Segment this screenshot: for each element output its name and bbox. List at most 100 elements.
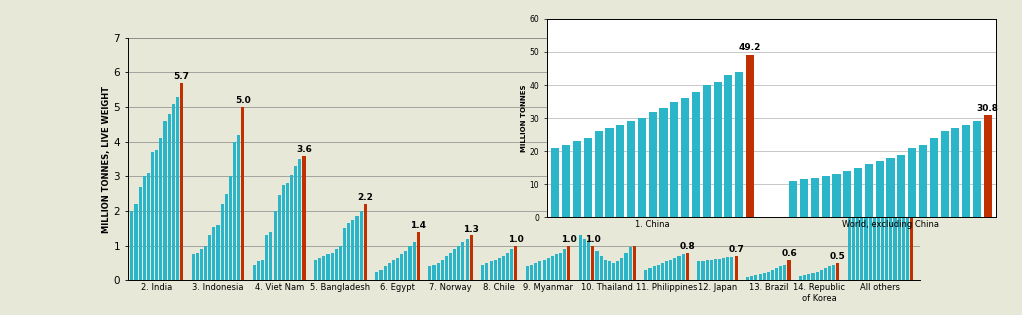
Bar: [286, 183, 289, 280]
Bar: [510, 249, 513, 280]
Bar: [135, 204, 138, 280]
Bar: [877, 0, 880, 280]
Bar: [303, 156, 306, 280]
Bar: [648, 268, 652, 280]
Bar: [665, 261, 668, 280]
Bar: [539, 261, 542, 280]
Bar: [413, 242, 416, 280]
Bar: [799, 276, 802, 280]
Bar: [596, 251, 599, 280]
Bar: [686, 253, 689, 280]
Bar: [807, 274, 810, 280]
Bar: [155, 151, 158, 280]
Bar: [886, 158, 894, 217]
Bar: [314, 260, 317, 280]
Bar: [470, 235, 473, 280]
Text: 0.8: 0.8: [680, 242, 695, 251]
Bar: [705, 260, 708, 280]
Bar: [669, 260, 672, 280]
Bar: [789, 181, 797, 217]
Bar: [746, 54, 754, 217]
Bar: [620, 258, 623, 280]
Text: 5.7: 5.7: [174, 72, 189, 81]
Bar: [600, 256, 603, 280]
Text: 1.3: 1.3: [463, 225, 479, 234]
Bar: [200, 249, 203, 280]
Text: 49.2: 49.2: [739, 43, 761, 52]
Bar: [578, 235, 582, 280]
Text: 1.4: 1.4: [410, 221, 426, 230]
Bar: [278, 195, 281, 280]
Bar: [584, 239, 587, 280]
Bar: [360, 211, 363, 280]
Bar: [881, 0, 884, 280]
Bar: [612, 263, 615, 280]
Bar: [832, 175, 840, 217]
Bar: [266, 235, 269, 280]
Bar: [775, 268, 778, 280]
Bar: [164, 121, 167, 280]
Bar: [530, 265, 533, 280]
Bar: [649, 112, 657, 217]
Bar: [535, 263, 538, 280]
Text: 0.5: 0.5: [830, 252, 846, 261]
Bar: [461, 242, 464, 280]
Bar: [229, 176, 232, 280]
Bar: [897, 154, 905, 217]
Bar: [298, 159, 301, 280]
Bar: [659, 108, 667, 217]
Text: 2.2: 2.2: [358, 193, 373, 203]
Bar: [713, 259, 716, 280]
Bar: [221, 204, 224, 280]
Bar: [401, 255, 404, 280]
Bar: [653, 266, 656, 280]
Bar: [605, 128, 613, 217]
Bar: [352, 220, 355, 280]
Bar: [783, 265, 787, 280]
Bar: [502, 256, 505, 280]
Bar: [326, 255, 329, 280]
Bar: [865, 0, 868, 280]
Bar: [176, 97, 179, 280]
Bar: [973, 122, 981, 217]
Bar: [616, 125, 624, 217]
Bar: [217, 225, 220, 280]
Bar: [873, 0, 876, 280]
Bar: [379, 270, 382, 280]
Bar: [573, 141, 582, 217]
Bar: [803, 275, 806, 280]
Bar: [828, 266, 831, 280]
Text: 0.7: 0.7: [728, 245, 744, 255]
Bar: [375, 272, 378, 280]
Bar: [364, 204, 367, 280]
Bar: [405, 251, 408, 280]
Bar: [551, 148, 559, 217]
Bar: [697, 261, 700, 280]
Text: 3.6: 3.6: [296, 145, 312, 154]
Bar: [343, 228, 346, 280]
Bar: [588, 241, 591, 280]
Bar: [735, 72, 743, 217]
Bar: [608, 261, 611, 280]
Bar: [644, 270, 647, 280]
Text: 1.0: 1.0: [508, 235, 524, 244]
Bar: [822, 176, 830, 217]
Bar: [810, 178, 819, 217]
Bar: [854, 168, 863, 217]
Bar: [951, 128, 960, 217]
Text: 6.0: 6.0: [903, 62, 920, 71]
Bar: [701, 261, 704, 280]
Bar: [241, 107, 244, 280]
Text: 30.8: 30.8: [977, 104, 998, 113]
Bar: [432, 265, 435, 280]
Bar: [673, 258, 677, 280]
Bar: [445, 256, 448, 280]
Bar: [526, 266, 529, 280]
Bar: [910, 72, 913, 280]
Bar: [709, 260, 712, 280]
Bar: [788, 260, 791, 280]
Bar: [290, 175, 293, 280]
Text: 0.6: 0.6: [781, 249, 797, 258]
Bar: [713, 82, 722, 217]
Bar: [481, 265, 484, 280]
